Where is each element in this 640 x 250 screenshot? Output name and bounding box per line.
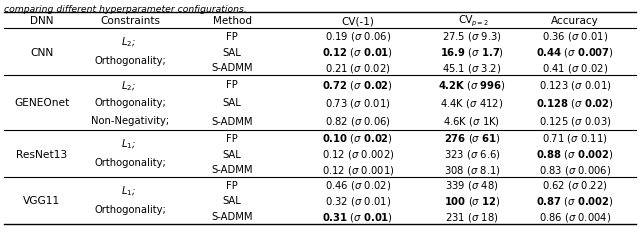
Text: S-ADMM: S-ADMM <box>211 63 253 73</box>
Text: 0.19 ($\mathit{\sigma}$ 0.06): 0.19 ($\mathit{\sigma}$ 0.06) <box>325 30 391 43</box>
Text: comparing different hyperparameter configurations.: comparing different hyperparameter confi… <box>4 5 247 14</box>
Text: Orthogonality;: Orthogonality; <box>94 56 166 66</box>
Text: $\mathbf{0.88}$ ($\mathit{\sigma}$ $\mathbf{0.002}$): $\mathbf{0.88}$ ($\mathit{\sigma}$ $\mat… <box>536 148 614 160</box>
Text: $\mathbf{0.10}$ ($\mathit{\sigma}$ $\mathbf{0.02}$): $\mathbf{0.10}$ ($\mathit{\sigma}$ $\mat… <box>323 132 394 145</box>
Text: 45.1 ($\mathit{\sigma}$ 3.2): 45.1 ($\mathit{\sigma}$ 3.2) <box>442 62 502 74</box>
Text: DNN: DNN <box>30 16 54 26</box>
Text: 323 ($\mathit{\sigma}$ 6.6): 323 ($\mathit{\sigma}$ 6.6) <box>444 148 500 160</box>
Text: SAL: SAL <box>223 47 241 57</box>
Text: Constraints: Constraints <box>100 16 160 26</box>
Text: Method: Method <box>212 16 252 26</box>
Text: 231 ($\mathit{\sigma}$ 18): 231 ($\mathit{\sigma}$ 18) <box>445 210 499 223</box>
Text: 27.5 ($\mathit{\sigma}$ 9.3): 27.5 ($\mathit{\sigma}$ 9.3) <box>442 30 502 43</box>
Text: 0.86 ($\mathit{\sigma}$ 0.004): 0.86 ($\mathit{\sigma}$ 0.004) <box>539 210 611 223</box>
Text: $\mathbf{0.87}$ ($\mathit{\sigma}$ $\mathbf{0.002}$): $\mathbf{0.87}$ ($\mathit{\sigma}$ $\mat… <box>536 194 614 207</box>
Text: $L_1$;: $L_1$; <box>120 137 136 150</box>
Text: Orthogonality;: Orthogonality; <box>94 157 166 167</box>
Text: 0.82 ($\mathit{\sigma}$ 0.06): 0.82 ($\mathit{\sigma}$ 0.06) <box>325 115 391 128</box>
Text: S-ADMM: S-ADMM <box>211 116 253 126</box>
Text: 0.46 ($\mathit{\sigma}$ 0.02): 0.46 ($\mathit{\sigma}$ 0.02) <box>325 178 391 192</box>
Text: $\mathbf{0.12}$ ($\mathit{\sigma}$ $\mathbf{0.01}$): $\mathbf{0.12}$ ($\mathit{\sigma}$ $\mat… <box>323 46 394 59</box>
Text: 4.6K ($\mathit{\sigma}$ 1K): 4.6K ($\mathit{\sigma}$ 1K) <box>444 115 500 128</box>
Text: FP: FP <box>226 133 238 143</box>
Text: 339 ($\mathit{\sigma}$ 48): 339 ($\mathit{\sigma}$ 48) <box>445 178 499 192</box>
Text: $L_1$;: $L_1$; <box>120 184 136 197</box>
Text: Accuracy: Accuracy <box>551 16 599 26</box>
Text: FP: FP <box>226 32 238 42</box>
Text: GENEOnet: GENEOnet <box>14 98 70 108</box>
Text: $\mathbf{100}$ ($\mathit{\sigma}$ $\mathbf{12}$): $\mathbf{100}$ ($\mathit{\sigma}$ $\math… <box>444 194 500 207</box>
Text: Orthogonality;: Orthogonality; <box>94 204 166 214</box>
Text: ResNet13: ResNet13 <box>17 149 68 159</box>
Text: $L_2$;: $L_2$; <box>120 79 136 92</box>
Text: 0.41 ($\mathit{\sigma}$ 0.02): 0.41 ($\mathit{\sigma}$ 0.02) <box>542 62 608 74</box>
Text: 0.62 ($\mathit{\sigma}$ 0.22): 0.62 ($\mathit{\sigma}$ 0.22) <box>542 178 608 192</box>
Text: SAL: SAL <box>223 149 241 159</box>
Text: 0.83 ($\mathit{\sigma}$ 0.006): 0.83 ($\mathit{\sigma}$ 0.006) <box>539 163 611 176</box>
Text: CV(-1): CV(-1) <box>342 16 374 26</box>
Text: 0.21 ($\mathit{\sigma}$ 0.02): 0.21 ($\mathit{\sigma}$ 0.02) <box>325 62 391 74</box>
Text: 308 ($\mathit{\sigma}$ 8.1): 308 ($\mathit{\sigma}$ 8.1) <box>444 163 500 176</box>
Text: $\mathbf{0.31}$ ($\mathit{\sigma}$ $\mathbf{0.01}$): $\mathbf{0.31}$ ($\mathit{\sigma}$ $\mat… <box>323 210 394 223</box>
Text: $L_2$;: $L_2$; <box>120 35 136 49</box>
Text: Orthogonality;: Orthogonality; <box>94 98 166 108</box>
Text: 4.4K ($\mathit{\sigma}$ 412): 4.4K ($\mathit{\sigma}$ 412) <box>440 96 504 110</box>
Text: 0.123 ($\mathit{\sigma}$ 0.01): 0.123 ($\mathit{\sigma}$ 0.01) <box>539 78 611 91</box>
Text: S-ADMM: S-ADMM <box>211 164 253 174</box>
Text: 0.12 ($\mathit{\sigma}$ 0.001): 0.12 ($\mathit{\sigma}$ 0.001) <box>322 163 394 176</box>
Text: 0.12 ($\mathit{\sigma}$ 0.002): 0.12 ($\mathit{\sigma}$ 0.002) <box>322 148 394 160</box>
Text: $\mathbf{0.72}$ ($\mathit{\sigma}$ $\mathbf{0.02}$): $\mathbf{0.72}$ ($\mathit{\sigma}$ $\mat… <box>323 78 394 91</box>
Text: SAL: SAL <box>223 98 241 108</box>
Text: CV: CV <box>459 15 473 25</box>
Text: Non-Negativity;: Non-Negativity; <box>91 116 169 126</box>
Text: $\mathbf{16.9}$ ($\mathit{\sigma}$ $\mathbf{1.7}$): $\mathbf{16.9}$ ($\mathit{\sigma}$ $\mat… <box>440 46 504 59</box>
Text: 0.73 ($\mathit{\sigma}$ 0.01): 0.73 ($\mathit{\sigma}$ 0.01) <box>325 96 391 110</box>
Text: CNN: CNN <box>30 47 54 57</box>
Text: SAL: SAL <box>223 196 241 206</box>
Text: $\mathbf{276}$ ($\mathit{\sigma}$ $\mathbf{61}$): $\mathbf{276}$ ($\mathit{\sigma}$ $\math… <box>444 132 500 145</box>
Text: $\mathbf{0.128}$ ($\mathit{\sigma}$ $\mathbf{0.02}$): $\mathbf{0.128}$ ($\mathit{\sigma}$ $\ma… <box>536 96 614 110</box>
Text: $\mathbf{0.44}$ ($\mathit{\sigma}$ $\mathbf{0.007}$): $\mathbf{0.44}$ ($\mathit{\sigma}$ $\mat… <box>536 46 614 59</box>
Text: 0.71 ($\mathit{\sigma}$ 0.11): 0.71 ($\mathit{\sigma}$ 0.11) <box>542 132 608 145</box>
Text: $_{p=2}$: $_{p=2}$ <box>471 18 489 28</box>
Text: 0.125 ($\mathit{\sigma}$ 0.03): 0.125 ($\mathit{\sigma}$ 0.03) <box>539 115 611 128</box>
Text: FP: FP <box>226 80 238 90</box>
Text: S-ADMM: S-ADMM <box>211 211 253 221</box>
Text: $\mathbf{4.2K}$ ($\mathit{\sigma}$ $\mathbf{996}$): $\mathbf{4.2K}$ ($\mathit{\sigma}$ $\mat… <box>438 78 506 91</box>
Text: 0.36 ($\mathit{\sigma}$ 0.01): 0.36 ($\mathit{\sigma}$ 0.01) <box>542 30 608 43</box>
Text: FP: FP <box>226 180 238 190</box>
Text: VGG11: VGG11 <box>24 196 61 206</box>
Text: 0.32 ($\mathit{\sigma}$ 0.01): 0.32 ($\mathit{\sigma}$ 0.01) <box>325 194 391 207</box>
